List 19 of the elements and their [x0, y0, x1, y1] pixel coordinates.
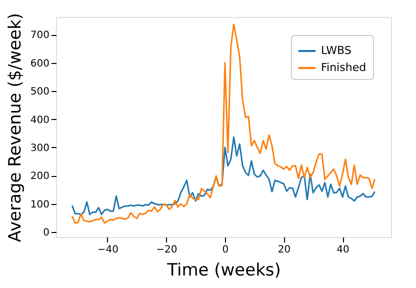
- x-tick-label: −20: [156, 244, 178, 256]
- x-axis-title: Time (weeks): [166, 260, 281, 280]
- x-tick-label: 0: [222, 244, 229, 256]
- y-tick-label: 700: [30, 30, 50, 42]
- y-tick-label: 100: [30, 199, 50, 210]
- y-tick-label: 200: [30, 171, 50, 182]
- y-tick-label: 300: [30, 142, 50, 154]
- x-tick-label: −40: [97, 244, 118, 256]
- x-tick-label: 20: [278, 244, 291, 256]
- legend-label: Finished: [321, 61, 366, 74]
- legend-label: LWBS: [321, 44, 352, 57]
- y-tick-label: 0: [43, 227, 50, 238]
- line-series: [71, 24, 376, 224]
- y-tick-label: 400: [30, 114, 50, 126]
- line-series: [71, 136, 376, 216]
- y-axis-title: Average Revenue ($/week): [5, 12, 26, 242]
- y-tick-label: 600: [30, 58, 50, 70]
- y-tick-label: 500: [30, 86, 50, 98]
- x-tick-label: 40: [336, 244, 350, 256]
